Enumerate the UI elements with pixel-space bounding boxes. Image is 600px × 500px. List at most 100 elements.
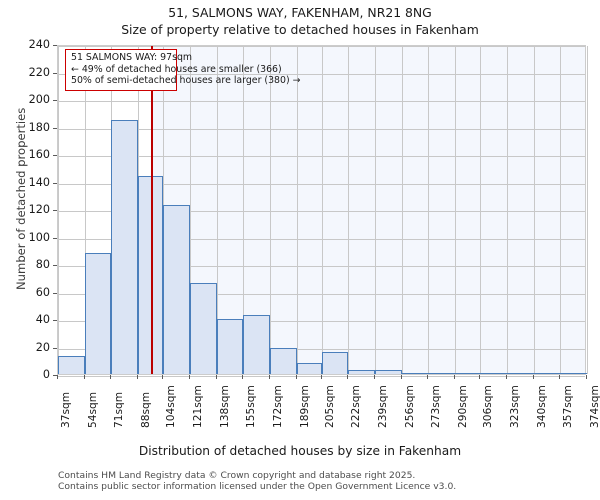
- x-axis-tick-mark: [479, 375, 481, 379]
- x-axis-tick-mark: [586, 375, 587, 379]
- x-axis-tick-mark: [559, 375, 561, 379]
- gridline-v: [375, 46, 377, 374]
- histogram-bar: [138, 176, 164, 374]
- x-axis-tick-label: 357sqm: [562, 385, 575, 428]
- plot-area: [57, 45, 588, 377]
- y-axis-tick-mark: [53, 127, 57, 129]
- histogram-bar: [480, 372, 507, 374]
- x-axis-tick-label: 172sqm: [271, 385, 284, 428]
- x-axis-tick-mark: [242, 375, 244, 379]
- gridline-v: [216, 46, 218, 374]
- chart-title-block: 51, SALMONS WAY, FAKENHAM, NR21 8NG Size…: [0, 5, 600, 39]
- subject-property-marker-line: [151, 46, 154, 374]
- gridline-h: [58, 293, 585, 295]
- x-axis-tick-label: 290sqm: [457, 385, 470, 428]
- histogram-bar: [506, 372, 534, 374]
- y-axis-tick-label: 160: [28, 148, 50, 161]
- x-axis-tick-label: 239sqm: [377, 385, 390, 428]
- y-axis-tick-mark: [53, 45, 57, 46]
- histogram-bar: [321, 352, 349, 374]
- footer-line-1: Contains HM Land Registry data © Crown c…: [58, 470, 416, 481]
- gridline-h: [58, 211, 585, 212]
- y-axis-tick-mark: [53, 237, 57, 239]
- gridline-v: [296, 46, 298, 374]
- y-axis-tick-label: 100: [28, 230, 50, 244]
- gridline-v: [506, 46, 508, 374]
- x-axis-tick-label: 138sqm: [218, 385, 231, 428]
- gridline-v: [58, 46, 59, 374]
- histogram-bar: [58, 356, 85, 374]
- gridline-v: [480, 46, 482, 374]
- subject-property-annotation: 51 SALMONS WAY: 97sqm ← 49% of detached …: [65, 49, 300, 91]
- x-axis-tick-mark: [427, 375, 429, 379]
- y-axis-tick-mark: [53, 155, 57, 156]
- y-axis-tick-mark: [53, 210, 57, 211]
- gridline-h: [58, 156, 585, 157]
- histogram-bar: [375, 369, 402, 374]
- x-axis-tick-label: 256sqm: [403, 385, 416, 428]
- y-axis-tick-mark: [53, 292, 57, 294]
- y-axis-tick-mark: [53, 265, 57, 266]
- gridline-h: [58, 183, 585, 185]
- histogram-bar: [189, 283, 217, 374]
- x-axis-label: Distribution of detached houses by size …: [138, 444, 462, 458]
- y-axis-tick-label: 80: [35, 258, 50, 271]
- gridline-h: [58, 128, 585, 130]
- histogram-bar: [401, 372, 429, 374]
- gridline-v: [401, 46, 403, 374]
- y-axis-tick-mark: [53, 72, 57, 74]
- footer-line-2: Contains public sector information licen…: [58, 481, 457, 492]
- x-axis-tick-label: 273sqm: [430, 385, 443, 428]
- x-axis-tick-mark: [320, 375, 322, 379]
- y-axis-tick-label: 140: [28, 175, 50, 189]
- x-axis-tick-label: 205sqm: [323, 385, 336, 428]
- y-axis-tick-label: 180: [28, 120, 50, 134]
- x-axis-tick-mark: [374, 375, 376, 379]
- gridline-v: [348, 46, 350, 374]
- x-axis-tick-label: 306sqm: [482, 385, 495, 428]
- x-axis-tick-mark: [400, 375, 402, 379]
- x-axis-tick-label: 104sqm: [165, 385, 178, 428]
- gridline-h: [58, 73, 585, 75]
- attribution-footer: Contains HM Land Registry data © Crown c…: [58, 470, 456, 492]
- y-axis-tick-label: 220: [28, 65, 50, 79]
- x-axis-tick-mark: [215, 375, 217, 379]
- page-title: 51, SALMONS WAY, FAKENHAM, NR21 8NG: [168, 5, 432, 20]
- y-axis-tick-mark: [53, 182, 57, 184]
- histogram-bar: [560, 372, 587, 374]
- gridline-v: [243, 46, 245, 374]
- y-axis-tick-mark: [53, 100, 57, 101]
- x-axis-tick-mark: [83, 375, 85, 379]
- histogram-bar: [216, 319, 244, 374]
- histogram-bar: [533, 373, 561, 374]
- gridline-v: [560, 46, 562, 374]
- y-axis-tick-label: 20: [35, 340, 50, 354]
- gridline-v: [189, 46, 191, 374]
- x-axis-tick-label: 323sqm: [508, 385, 521, 428]
- gridline-v: [428, 46, 430, 374]
- histogram-bar: [428, 372, 456, 374]
- gridline-h: [58, 321, 585, 322]
- y-axis-tick-label: 40: [35, 313, 50, 326]
- x-axis-tick-label: 155sqm: [245, 385, 258, 428]
- y-axis-tick-mark: [53, 375, 57, 376]
- y-axis-tick-mark: [53, 347, 57, 349]
- histogram-bar: [296, 363, 322, 374]
- x-axis-tick-mark: [137, 375, 139, 379]
- x-axis-tick-mark: [454, 375, 456, 379]
- x-axis-tick-label: 37sqm: [60, 391, 72, 428]
- gridline-v: [321, 46, 323, 374]
- x-axis-tick-mark: [110, 375, 112, 379]
- y-axis-tick-label: 240: [28, 38, 50, 51]
- x-axis-tick-label: 374sqm: [589, 385, 600, 428]
- gridline-h: [58, 238, 585, 240]
- histogram-bar: [111, 119, 139, 374]
- histogram-bar: [84, 253, 112, 374]
- annotation-line-2: ← 49% of detached houses are smaller (36…: [71, 63, 282, 75]
- y-axis-tick-label: 60: [35, 285, 50, 299]
- x-axis-tick-label: 222sqm: [350, 385, 363, 428]
- x-axis-tick-label: 88sqm: [140, 391, 153, 428]
- annotation-line-3: 50% of semi-detached houses are larger (…: [71, 75, 300, 86]
